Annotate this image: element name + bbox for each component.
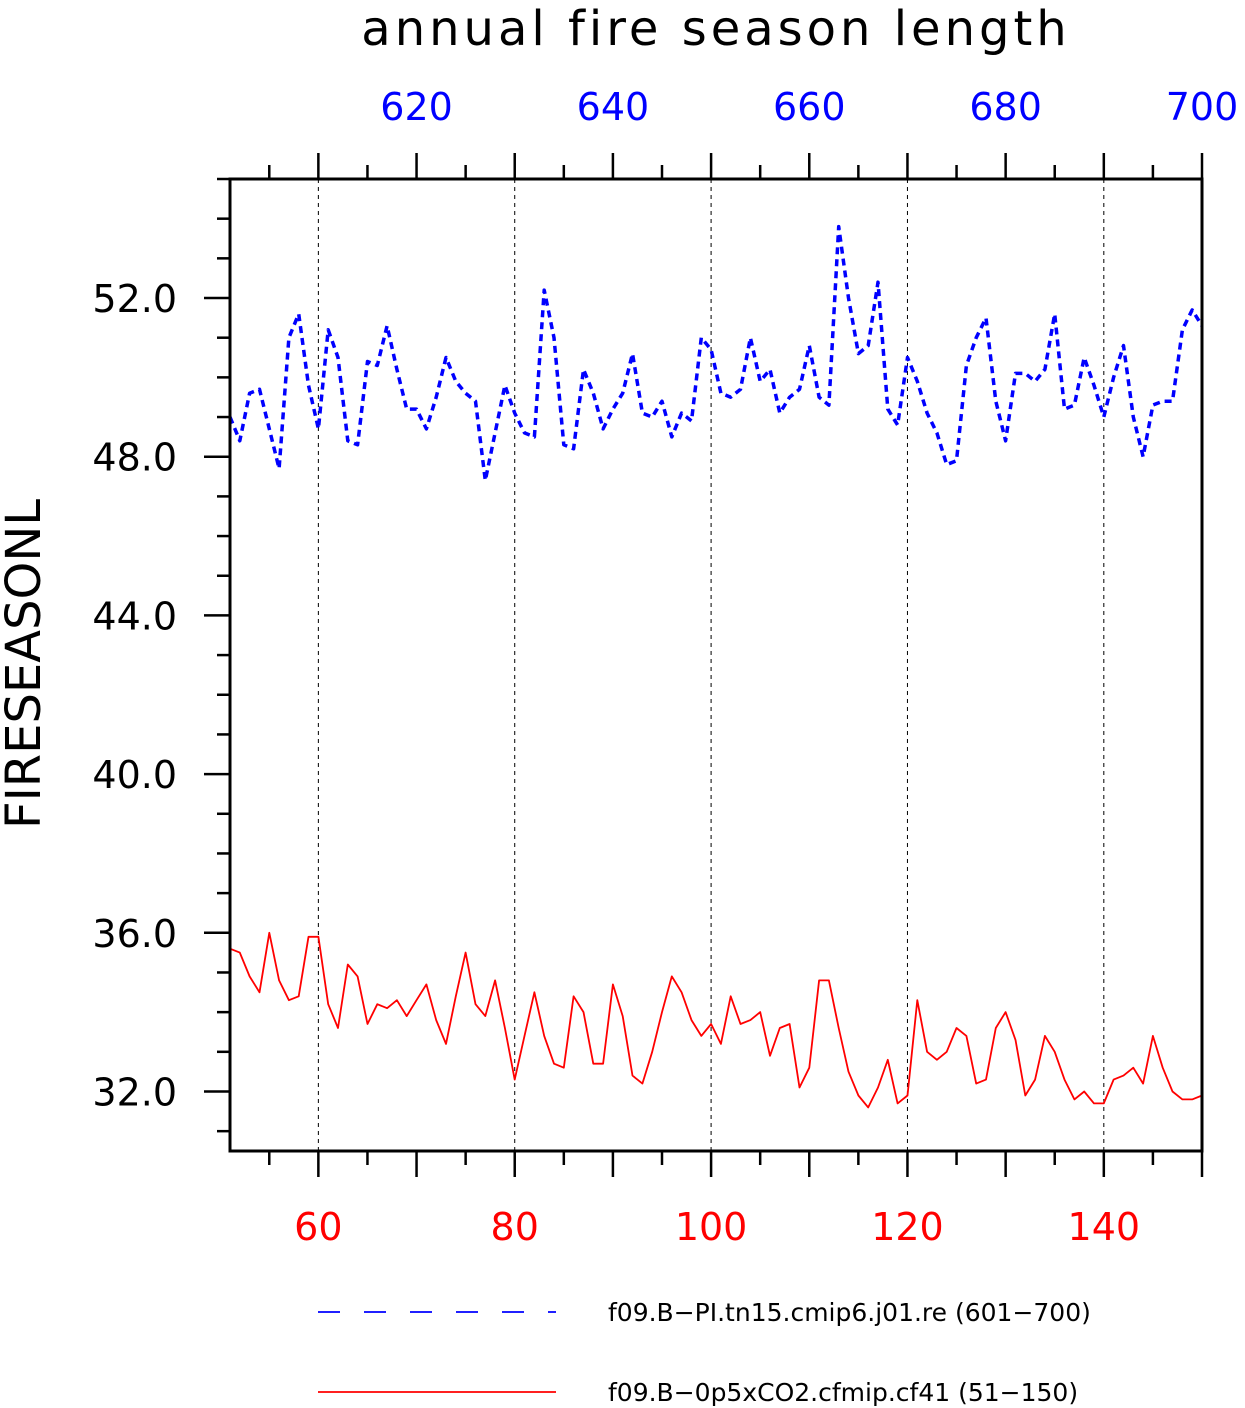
y-tick-label: 40.0 [92, 753, 177, 797]
bottom-tick-label: 120 [871, 1205, 944, 1249]
plot-frame [228, 177, 1204, 1153]
bottom-tick-label: 60 [294, 1205, 342, 1249]
series-line [228, 224, 1204, 483]
top-tick-label: 620 [380, 85, 453, 129]
y-tick-label: 48.0 [92, 436, 177, 480]
top-tick-label: 640 [577, 85, 650, 129]
top-tick-label: 660 [773, 85, 846, 129]
y-tick-label: 36.0 [92, 912, 177, 956]
series-layer [228, 224, 1204, 1109]
legend-label: f09.B−PI.tn15.cmip6.j01.re (601−700) [608, 1298, 1091, 1327]
y-axis-label: FIRESEASONL [0, 499, 52, 829]
bottom-tick-label: 100 [675, 1205, 748, 1249]
top-tick-label: 680 [969, 85, 1042, 129]
axis-layer: 60 80 100 120 140 620 640 660 680 700 32.0 36.0 40.0… [92, 85, 1238, 1249]
series-line [229, 931, 1203, 1109]
bottom-tick-label: 140 [1068, 1205, 1141, 1249]
y-tick-label: 52.0 [92, 277, 177, 321]
bottom-tick-label: 80 [491, 1205, 539, 1249]
chart-title: annual fire season length [361, 1, 1070, 57]
top-tick-label: 700 [1166, 85, 1239, 129]
y-tick-label: 32.0 [92, 1070, 177, 1114]
legend: f09.B−PI.tn15.cmip6.j01.re (601−700) f09.… [318, 1298, 1091, 1407]
legend-label: f09.B−0p5xCO2.cfmip.cf41 (51−150) [608, 1378, 1078, 1407]
vertical-gridlines [317, 179, 1105, 1151]
y-tick-label: 44.0 [92, 594, 177, 638]
